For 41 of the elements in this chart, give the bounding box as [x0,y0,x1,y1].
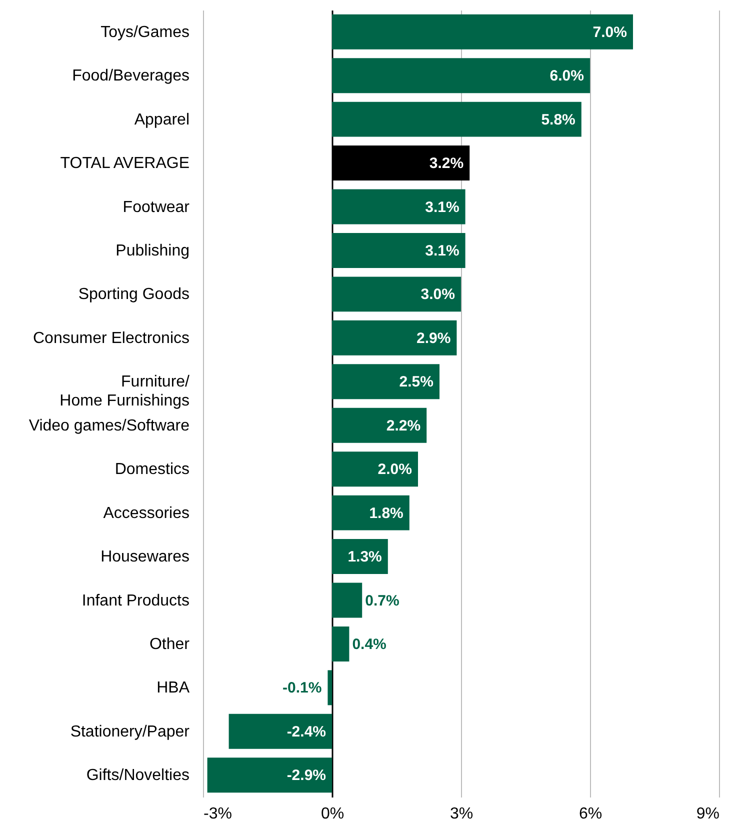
data-label: 5.8% [541,111,576,128]
y-tick-label: Sporting Goods [78,286,190,304]
data-label: 3.0% [420,286,455,304]
data-label: 2.9% [416,330,451,347]
y-tick-label: Accessories [103,504,190,522]
data-label: 1.3% [348,548,382,566]
data-label: 3.2% [429,155,464,172]
x-tick-label: 9% [696,806,720,822]
y-tick-label: Furniture/ Home Furnishings [60,374,190,410]
y-tick-label: Publishing [116,242,190,260]
data-label: 7.0% [592,24,627,41]
y-tick-label: Other [149,636,190,653]
y-tick-label: TOTAL AVERAGE [60,155,190,172]
data-label: 2.2% [386,417,421,434]
data-label: 3.1% [425,198,460,216]
y-tick-label: Food/Beverages [72,68,190,85]
data-label: 1.8% [369,504,404,522]
y-tick-label: Stationery/Paper [70,723,190,740]
x-tick-label: -3% [204,806,232,822]
data-label: 0.4% [352,636,386,653]
y-tick-label: Video games/Software [28,417,190,434]
x-tick-label: 0% [320,806,344,822]
y-tick-label: Domestics [114,461,190,478]
y-tick-label: Toys/Games [100,24,190,41]
data-label: -0.1% [282,680,322,697]
data-label: 0.7% [365,592,400,610]
y-tick-label: Infant Products [82,592,190,610]
x-tick-label: 6% [578,806,602,822]
y-tick-label: Consumer Electronics [33,330,190,347]
y-tick-label: Gifts/Novelties [86,767,190,784]
y-tick-label: Footwear [122,198,190,216]
data-label: 3.1% [425,242,460,260]
data-label: 2.0% [378,461,412,478]
x-tick-label: 3% [450,806,474,822]
y-tick-label: Apparel [134,111,190,128]
data-label: -2.4% [286,723,326,740]
data-label: -2.9% [286,767,326,784]
y-tick-label: Housewares [100,548,190,566]
y-tick-label: HBA [156,680,190,697]
data-label: 2.5% [399,374,434,391]
data-label: 6.0% [550,68,584,85]
